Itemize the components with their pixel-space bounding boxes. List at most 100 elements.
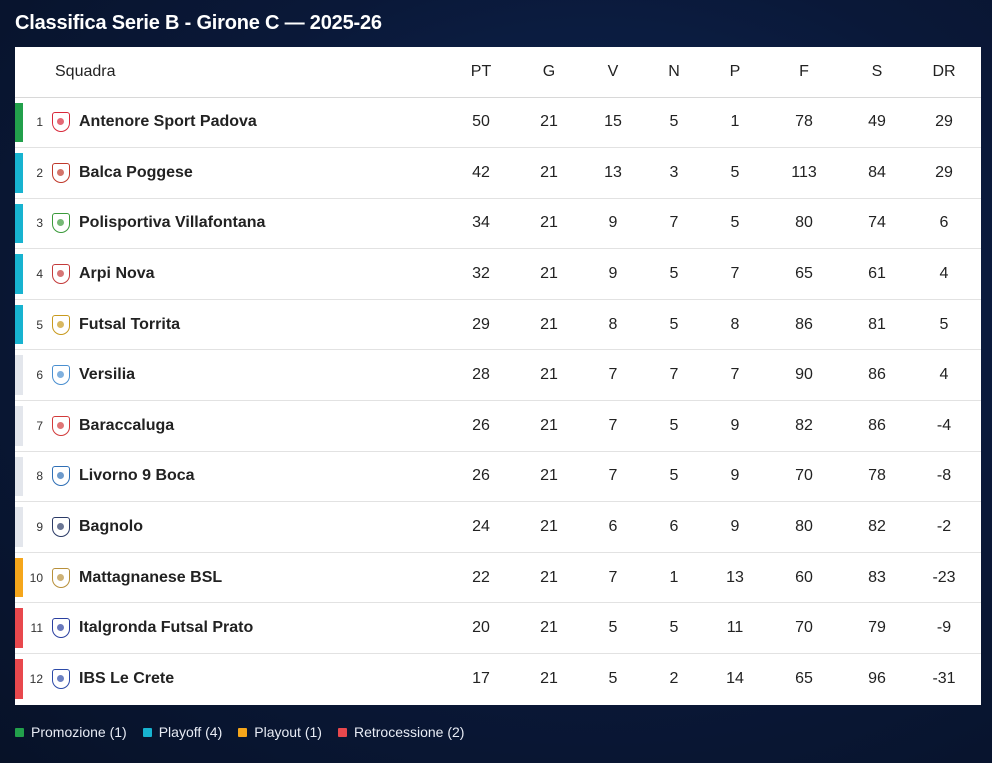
wins-cell: 7 bbox=[587, 349, 639, 402]
column-header-pt[interactable]: PT bbox=[451, 47, 511, 98]
versilia-crest-icon bbox=[52, 365, 70, 386]
team-name[interactable]: Arpi Nova bbox=[75, 248, 451, 300]
table-row[interactable]: 4 Arpi Nova 32 21 9 5 7 65 61 4 bbox=[15, 248, 981, 300]
games-cell: 21 bbox=[511, 602, 587, 655]
torrita-crest-icon bbox=[52, 314, 70, 335]
team-name[interactable]: Futsal Torrita bbox=[75, 299, 451, 351]
zone-indicator bbox=[15, 97, 23, 149]
table-row[interactable]: 2 Balca Poggese 42 21 13 3 5 113 84 29 bbox=[15, 147, 981, 199]
column-header-f[interactable]: F bbox=[761, 47, 847, 98]
zone-indicator bbox=[15, 349, 23, 402]
column-header-dr[interactable]: DR bbox=[907, 47, 981, 98]
crest-cell bbox=[47, 400, 75, 452]
goal-difference-cell: 6 bbox=[907, 198, 981, 250]
table-row[interactable]: 7 Baraccaluga 26 21 7 5 9 82 86 -4 bbox=[15, 400, 981, 452]
wins-cell: 8 bbox=[587, 299, 639, 351]
zone-legend: Promozione (1) Playoff (4) Playout (1) Retr… bbox=[15, 724, 464, 740]
games-cell: 21 bbox=[511, 147, 587, 199]
column-header-team[interactable]: Squadra bbox=[47, 47, 451, 98]
position-cell: 10 bbox=[23, 552, 47, 604]
goals-for-cell: 113 bbox=[761, 147, 847, 199]
position-cell: 3 bbox=[23, 198, 47, 250]
column-header-p[interactable]: P bbox=[709, 47, 761, 98]
crest-cell bbox=[47, 602, 75, 655]
table-row[interactable]: 11 Italgronda Futsal Prato 20 21 5 5 11 70 79 -9 bbox=[15, 602, 981, 655]
position-cell: 5 bbox=[23, 299, 47, 351]
team-name[interactable]: Polisportiva Villafontana bbox=[75, 198, 451, 250]
games-cell: 21 bbox=[511, 248, 587, 300]
legend-item-promozione: Promozione (1) bbox=[15, 724, 127, 740]
column-header-v[interactable]: V bbox=[587, 47, 639, 98]
games-cell: 21 bbox=[511, 552, 587, 604]
goal-difference-cell: 5 bbox=[907, 299, 981, 351]
draws-cell: 7 bbox=[639, 198, 709, 250]
villafontana-crest-icon bbox=[52, 213, 70, 234]
team-name[interactable]: Livorno 9 Boca bbox=[75, 451, 451, 503]
crest-cell bbox=[47, 248, 75, 300]
draws-cell: 6 bbox=[639, 501, 709, 553]
crest-cell bbox=[47, 299, 75, 351]
wins-cell: 5 bbox=[608, 670, 618, 688]
table-row[interactable]: 12 IBS Le Crete 17 21 5 2 14 65 96 -31 bbox=[15, 654, 981, 705]
team-name[interactable]: Versilia bbox=[75, 349, 451, 402]
zone-indicator bbox=[15, 299, 23, 351]
goals-against-cell: 83 bbox=[847, 552, 907, 604]
legend-swatch bbox=[142, 727, 152, 737]
crest-cell bbox=[47, 501, 75, 553]
wins-cell: 9 bbox=[587, 198, 639, 250]
column-header-s[interactable]: S bbox=[847, 47, 907, 98]
table-row[interactable]: 10 Mattagnanese BSL 22 21 7 1 13 60 83 -23 bbox=[15, 552, 981, 604]
goal-difference-cell: 29 bbox=[907, 147, 981, 199]
wins-cell: 13 bbox=[587, 147, 639, 199]
games-cell: 21 bbox=[511, 198, 587, 250]
team-name[interactable]: Italgronda Futsal Prato bbox=[75, 602, 451, 655]
table-row[interactable]: 9 Bagnolo 24 21 6 6 9 80 82 -2 bbox=[15, 501, 981, 553]
points-cell: 28 bbox=[451, 349, 511, 402]
goals-for-cell: 82 bbox=[761, 400, 847, 452]
legend-swatch bbox=[15, 727, 24, 737]
baraccaluga-crest-icon bbox=[52, 415, 70, 436]
wins-cell: 7 bbox=[587, 552, 639, 604]
team-name[interactable]: IBS Le Crete bbox=[79, 670, 175, 688]
table-row[interactable]: 5 Futsal Torrita 29 21 8 5 8 86 81 5 bbox=[15, 299, 981, 351]
points-cell: 20 bbox=[451, 602, 511, 655]
team-name[interactable]: Baraccaluga bbox=[75, 400, 451, 452]
goals-for-cell: 60 bbox=[761, 552, 847, 604]
zone-indicator bbox=[15, 248, 23, 300]
draws-cell: 5 bbox=[639, 451, 709, 503]
points-cell: 17 bbox=[472, 670, 490, 688]
crest-cell bbox=[47, 349, 75, 402]
table-row[interactable]: 1 Antenore Sport Padova 50 21 15 5 1 78 49 29 bbox=[15, 97, 981, 149]
zone-indicator bbox=[15, 552, 23, 604]
crest-cell bbox=[47, 147, 75, 199]
legend-label: Playoff (4) bbox=[158, 724, 223, 740]
table-row[interactable]: 8 Livorno 9 Boca 26 21 7 5 9 70 78 -8 bbox=[15, 451, 981, 503]
goals-for-cell: 80 bbox=[761, 198, 847, 250]
games-cell: 21 bbox=[511, 349, 587, 402]
table-row[interactable]: 6 Versilia 28 21 7 7 7 90 86 4 bbox=[15, 349, 981, 402]
team-name[interactable]: Mattagnanese BSL bbox=[75, 552, 451, 604]
losses-cell: 13 bbox=[709, 552, 761, 604]
bagnolo-crest-icon bbox=[52, 517, 70, 538]
column-header-g[interactable]: G bbox=[511, 47, 587, 98]
table-header-row: Squadra PT G V N P F S DR bbox=[15, 47, 981, 98]
team-name[interactable]: Balca Poggese bbox=[75, 147, 451, 199]
arpi-nova-crest-icon bbox=[52, 264, 70, 285]
goal-difference-cell: -2 bbox=[907, 501, 981, 553]
games-cell: 21 bbox=[511, 97, 587, 149]
draws-cell: 1 bbox=[639, 552, 709, 604]
losses-cell: 9 bbox=[709, 400, 761, 452]
points-cell: 26 bbox=[451, 400, 511, 452]
position-cell: 7 bbox=[23, 400, 47, 452]
goals-against-cell: 86 bbox=[847, 349, 907, 402]
games-cell: 21 bbox=[511, 299, 587, 351]
goals-for-cell: 86 bbox=[761, 299, 847, 351]
team-name[interactable]: Antenore Sport Padova bbox=[75, 97, 451, 149]
column-header-n[interactable]: N bbox=[639, 47, 709, 98]
standings-table: Squadra PT G V N P F S DR 1 Antenore Spor… bbox=[15, 47, 981, 704]
zone-indicator bbox=[15, 654, 23, 705]
crest-cell bbox=[47, 654, 75, 705]
points-cell: 50 bbox=[451, 97, 511, 149]
table-row[interactable]: 3 Polisportiva Villafontana 34 21 9 7 5 80 74 6 bbox=[15, 198, 981, 250]
team-name[interactable]: Bagnolo bbox=[75, 501, 451, 553]
